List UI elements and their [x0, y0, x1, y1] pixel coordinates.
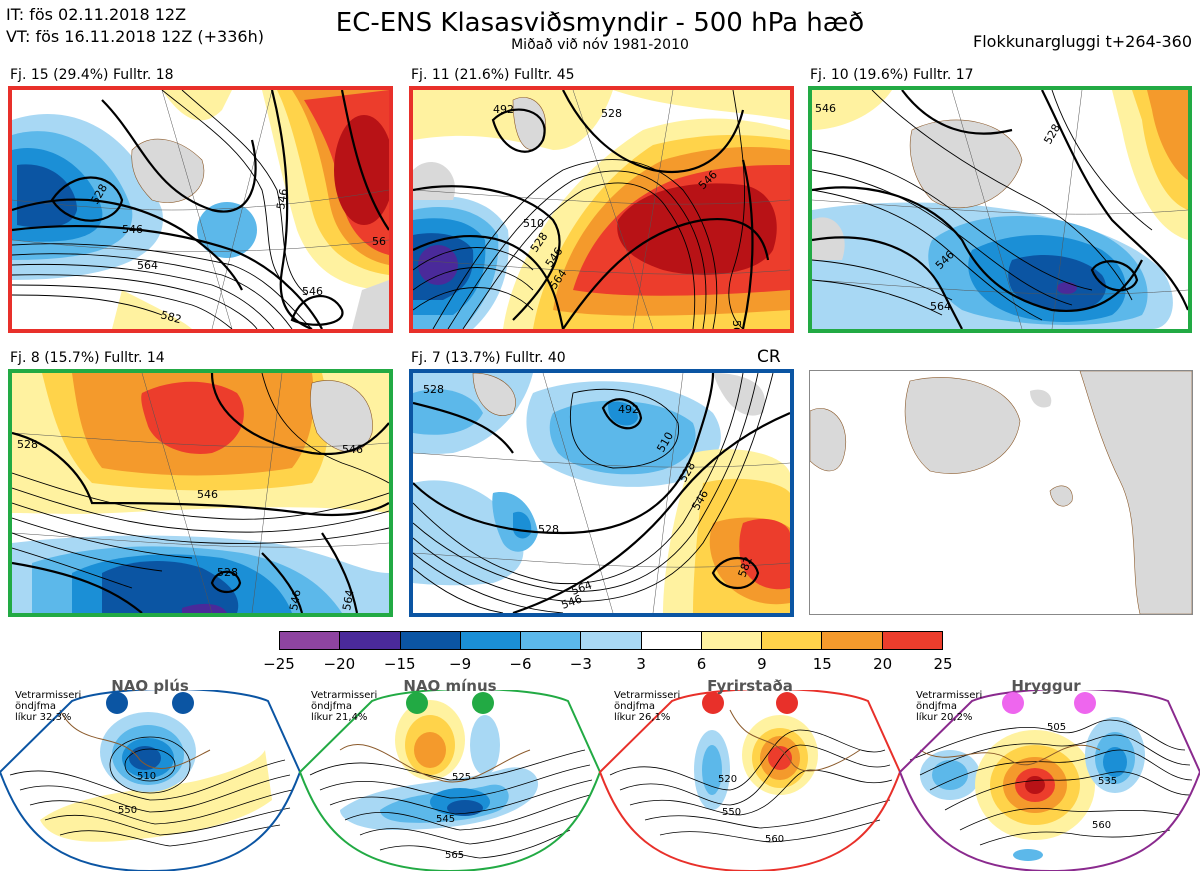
regime-dot — [472, 692, 494, 714]
contour-label: 528 — [217, 566, 238, 579]
cluster-map-4[interactable]: 546 546 528 528 546 564 — [8, 369, 393, 617]
panel-caption-4: Fj. 8 (15.7%) Fulltr. 14 — [10, 350, 165, 366]
regime-note-ridge: Vetrarmisseri öndjfma líkur 20,2% — [916, 690, 983, 723]
panel-caption-3: Fj. 10 (19.6%) Fulltr. 17 — [810, 67, 974, 83]
regime-contour-label: 545 — [436, 814, 455, 825]
colorbar-tick: −15 — [383, 655, 416, 673]
contour-label: 510 — [523, 217, 544, 230]
panel-tag-cr: CR — [757, 347, 781, 367]
header-left: IT: fös 02.11.2018 12Z VT: fös 16.11.201… — [6, 4, 264, 48]
regime-title-blocking: Fyrirstaða — [707, 677, 793, 695]
contour-label: 528 — [17, 438, 38, 451]
regime-dot — [106, 692, 128, 714]
regime-dot — [406, 692, 428, 714]
contour-label: 546 — [815, 102, 836, 115]
regime-title-nao-minus: NAO mínus — [403, 677, 497, 695]
contour-label: 564 — [340, 589, 356, 612]
colorbar-tick: −20 — [323, 655, 356, 673]
regime-title-nao-plus: NAO plús — [111, 677, 189, 695]
regime-dot — [702, 692, 724, 714]
regime-contour-label: 510 — [137, 771, 156, 782]
contour-label: 56 — [372, 235, 386, 248]
contour-label: 564 — [137, 259, 158, 272]
land-mask-map — [809, 370, 1193, 615]
panel-caption-5: Fj. 7 (13.7%) Fulltr. 40 — [411, 350, 566, 366]
contour-label: 546 — [287, 589, 303, 612]
colorbar-swatch — [581, 632, 642, 649]
colorbar-tick: 6 — [696, 655, 707, 673]
panel-caption-2: Fj. 11 (21.6%) Fulltr. 45 — [411, 67, 575, 83]
colorbar-tick: 25 — [933, 655, 953, 673]
colorbar-tick: −9 — [449, 655, 472, 673]
regime-contour-label: 560 — [1092, 820, 1111, 831]
contour-label: 564 — [930, 300, 951, 313]
regime-note-nao-minus: Vetrarmisseri öndjfma líkur 21,4% — [311, 690, 378, 723]
contour-label: 528 — [538, 523, 559, 536]
init-time: IT: fös 02.11.2018 12Z — [6, 5, 187, 24]
colorbar-tick: −25 — [263, 655, 295, 673]
regime-dot — [172, 692, 194, 714]
colorbar-tick: 20 — [873, 655, 893, 673]
contour-label: 546 — [342, 443, 363, 456]
colorbar-swatch — [762, 632, 823, 649]
colorbar — [279, 631, 943, 650]
colorbar-swatch — [882, 632, 942, 649]
colorbar-tick: 15 — [812, 655, 832, 673]
regime-dot — [776, 692, 798, 714]
regime-contour-label: 560 — [765, 834, 784, 845]
contour-label: 528 — [423, 383, 444, 396]
regime-contour-label: 520 — [718, 774, 737, 785]
contour-label: 528 — [601, 107, 622, 120]
regime-contour-label: 505 — [1047, 722, 1066, 733]
regime-dot — [1002, 692, 1024, 714]
regime-contour-label: 565 — [445, 850, 464, 861]
header-center: EC-ENS Klasasviðsmyndir - 500 hPa hæð Mi… — [0, 8, 1200, 52]
colorbar-tick: 3 — [636, 655, 646, 673]
colorbar-swatch — [701, 632, 763, 649]
cluster-map-1[interactable]: 546 564 528 546 582 546 56 — [8, 86, 393, 333]
colorbar-swatch — [340, 632, 401, 649]
classification-window: Flokkunargluggi t+264-360 — [973, 32, 1192, 51]
colorbar-tick: 9 — [757, 655, 767, 673]
regime-note-nao-plus: Vetrarmisseri öndjfma líkur 32,3% — [15, 690, 82, 723]
colorbar-swatch — [641, 632, 702, 649]
colorbar-tick: −3 — [569, 655, 592, 673]
contour-label: 56 — [730, 320, 743, 329]
colorbar-swatch — [822, 632, 883, 649]
page-title: EC-ENS Klasasviðsmyndir - 500 hPa hæð — [335, 8, 865, 38]
contour-label: 492 — [493, 103, 514, 116]
contour-label: 546 — [302, 285, 323, 298]
contour-label: 492 — [618, 403, 639, 416]
colorbar-swatch — [280, 632, 341, 649]
regime-contour-label: 550 — [118, 805, 137, 816]
colorbar-swatch — [521, 632, 582, 649]
cluster-map-3[interactable]: 546 564 528 546 — [808, 86, 1192, 333]
valid-time: VT: fös 16.11.2018 12Z (+336h) — [6, 27, 264, 46]
colorbar-swatch — [400, 632, 461, 649]
regime-contour-label: 535 — [1098, 776, 1117, 787]
contour-label: 582 — [159, 308, 183, 326]
regime-sector-maps: 510 550 525 545 565 520 550 560 505 535 … — [0, 690, 1200, 871]
contour-label: 546 — [122, 223, 143, 236]
regime-contour-label: 550 — [722, 807, 741, 818]
panel-caption-1: Fj. 15 (29.4%) Fulltr. 18 — [10, 67, 174, 83]
regime-contour-label: 525 — [452, 772, 471, 783]
regime-title-ridge: Hryggur — [1011, 677, 1081, 695]
regime-note-blocking: Vetrarmisseri öndjfma líkur 26,1% — [614, 690, 681, 723]
colorbar-swatch — [460, 632, 522, 649]
contour-label: 546 — [197, 488, 218, 501]
contour-label: 546 — [274, 188, 290, 211]
page-subtitle: Miðað við nóv 1981-2010 — [511, 37, 689, 53]
cluster-map-5[interactable]: 528 492 510 528 546 564 528 546 582 — [409, 369, 794, 617]
colorbar-tick: −6 — [509, 655, 532, 673]
regime-dot — [1074, 692, 1096, 714]
cluster-map-2[interactable]: 510 528 546 564 546 492 528 56 — [409, 86, 794, 333]
